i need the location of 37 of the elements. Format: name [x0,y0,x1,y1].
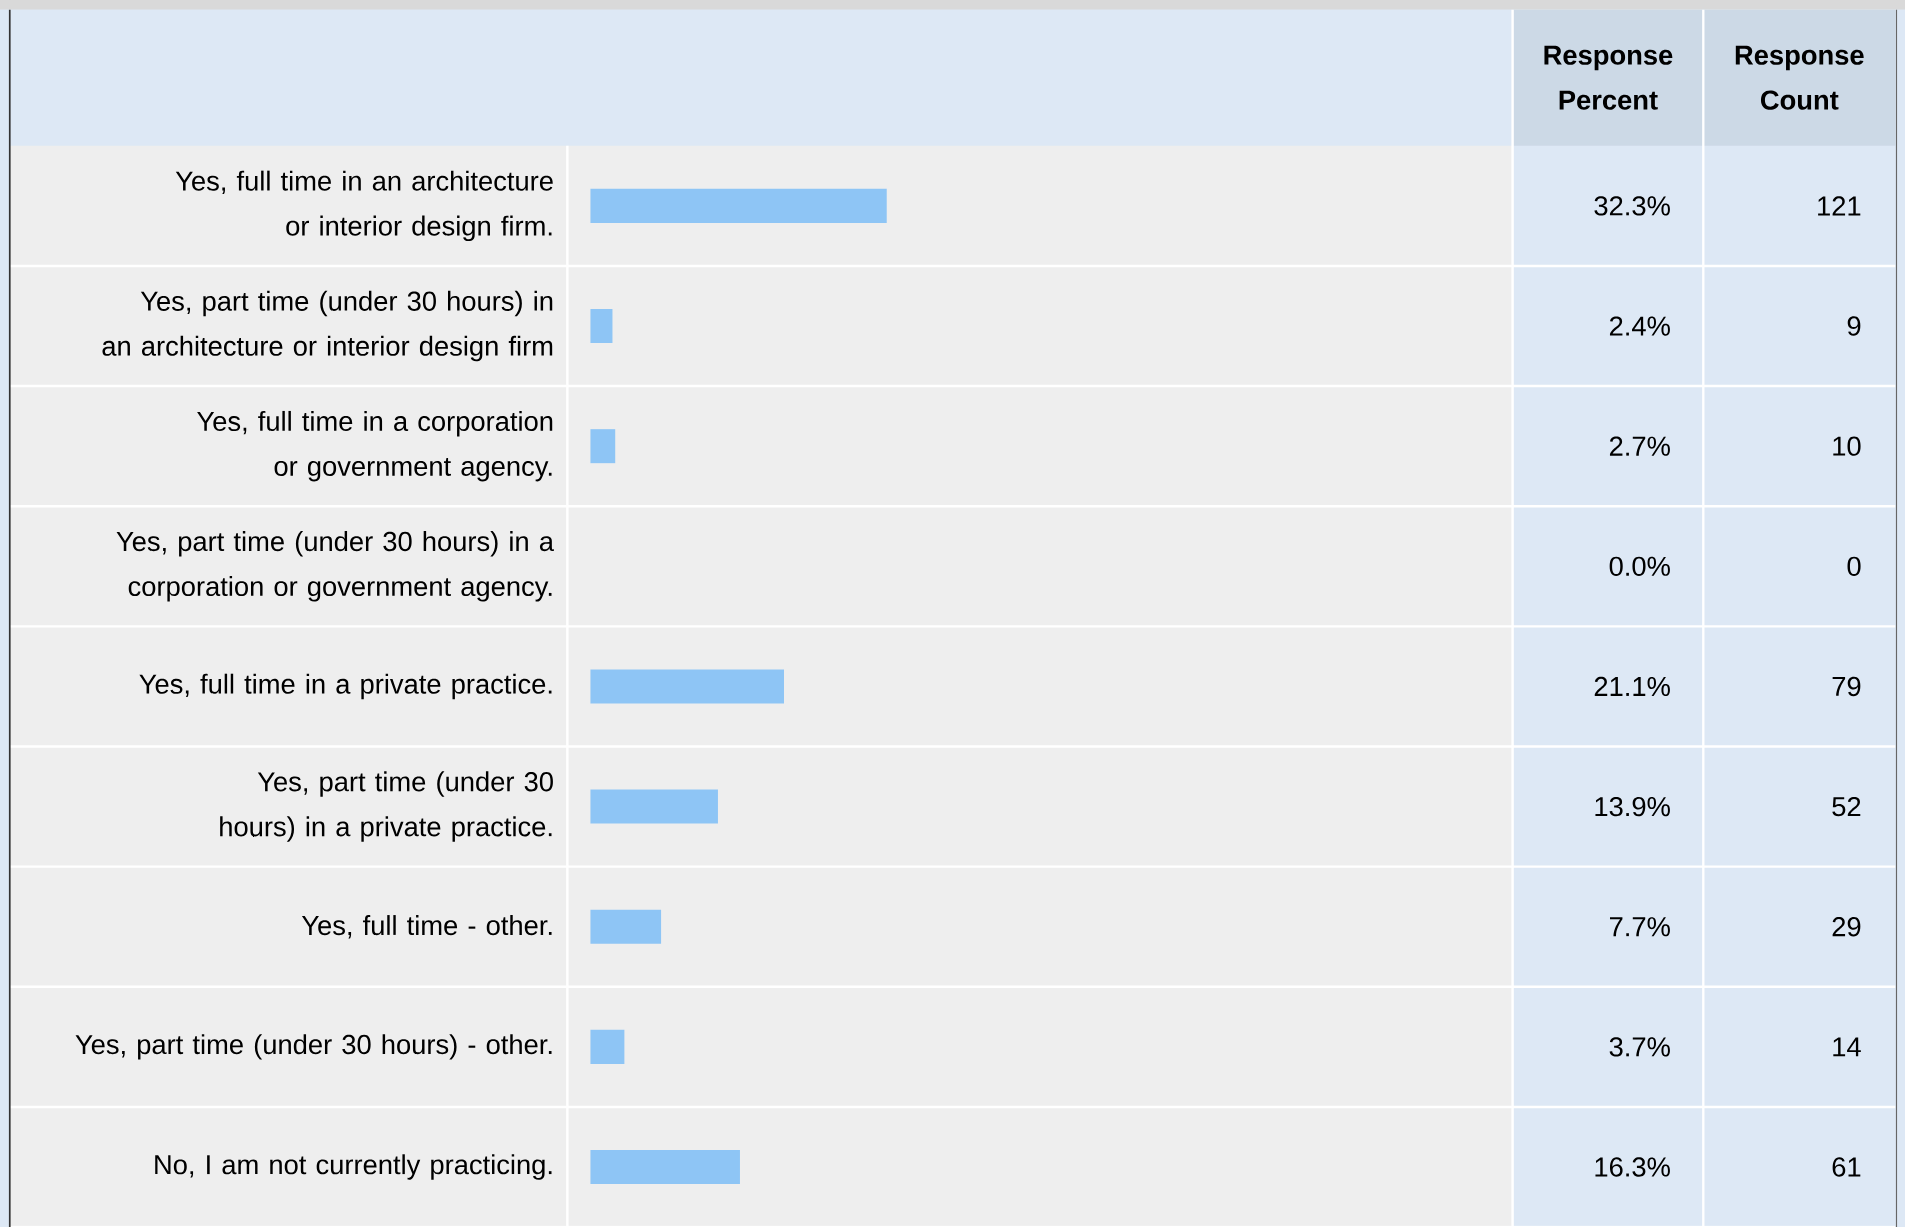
bar [590,1029,625,1064]
y-tick-label: Yes, full time in a private practice. [139,673,552,700]
bar [590,669,784,704]
bar [590,429,616,464]
text: 52 [1832,796,1861,817]
bar [590,1149,740,1184]
y-tick-label: Yes, part time (under 30 hours) in a corporation or government agency. [116,531,554,602]
data-label: 3.7% [1609,1037,1670,1057]
data-label: 21.1% [1594,676,1670,697]
y-tick-label: Yes, full time in an architecture or interior design firm. [175,170,553,242]
data-label: 2.4% [1609,316,1670,336]
text: Response Percent [1544,45,1673,110]
text: 14 [1833,1037,1861,1057]
y-tick-label: No, I am not currently practicing. [155,1154,552,1180]
y-tick-label: Yes, full time - other. [301,915,552,939]
data-label: 0.0% [1609,556,1670,576]
y-tick-label: Yes, full time in a corporation or government agency. [197,410,553,482]
text: 0 [1847,556,1861,576]
data-label: 2.7% [1609,436,1670,456]
text: 29 [1832,917,1861,937]
data-label: 32.3% [1594,196,1670,216]
y-tick-label: Yes, part time (under 30 hours) in an architecture or interior design firm [102,290,553,362]
text: 10 [1833,436,1861,456]
bar [590,789,718,824]
data-label: 7.7% [1610,917,1670,937]
data-label: 16.3% [1595,1157,1670,1177]
text: 61 [1832,1157,1861,1177]
bar [590,308,613,343]
text: 9 [1847,316,1861,336]
data-label: 13.9% [1595,796,1670,817]
y-tick-label: Yes, part time (under 30 hours) in a private practice. [220,771,553,842]
y-tick-label: Yes, part time (under 30 hours) - other. [75,1034,552,1060]
text: 121 [1818,196,1861,216]
text: 79 [1832,676,1861,697]
text: Response Count [1735,45,1864,110]
bar [590,909,662,944]
bar [590,188,887,223]
